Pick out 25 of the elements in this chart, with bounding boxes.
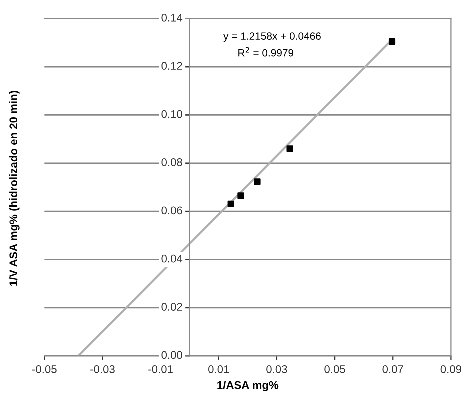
- y-tick-label: 0.10: [162, 110, 182, 118]
- x-tick-label: 0.09: [440, 365, 462, 374]
- x-tick-label: 0.05: [324, 365, 346, 374]
- point: [254, 178, 261, 186]
- x-tick-label: -0.05: [32, 365, 57, 374]
- y-tick-label: 0.14: [162, 14, 183, 22]
- x-axis-title: 1/ASA mg%: [218, 381, 279, 392]
- annotation: y = 1.2158x + 0.0466: [224, 32, 321, 42]
- y-tick-label: 0.08: [162, 158, 182, 166]
- x-tick-label: 0.07: [382, 365, 404, 374]
- point: [388, 38, 396, 46]
- point: [228, 200, 234, 208]
- y-axis-title: 1/V ASA mg% (hidrolizado en 20 min): [9, 91, 20, 286]
- y-tick-label: 0.06: [162, 206, 182, 215]
- x-tick-label: -0.03: [90, 365, 115, 374]
- x-tick-label: 0.03: [266, 365, 288, 374]
- point: [238, 192, 244, 200]
- y-tick-label: 0.00: [162, 351, 182, 360]
- x-tick-label: -0.01: [148, 365, 173, 374]
- annotation: R$^{2}$ = 0.9979: [238, 47, 294, 57]
- y-tick-label: 0.04: [162, 254, 183, 263]
- x-tick-label: 0.01: [208, 365, 230, 374]
- y-tick-label: 0.02: [162, 303, 182, 311]
- y-tick-label: 0.12: [162, 62, 182, 70]
- point: [286, 146, 294, 152]
